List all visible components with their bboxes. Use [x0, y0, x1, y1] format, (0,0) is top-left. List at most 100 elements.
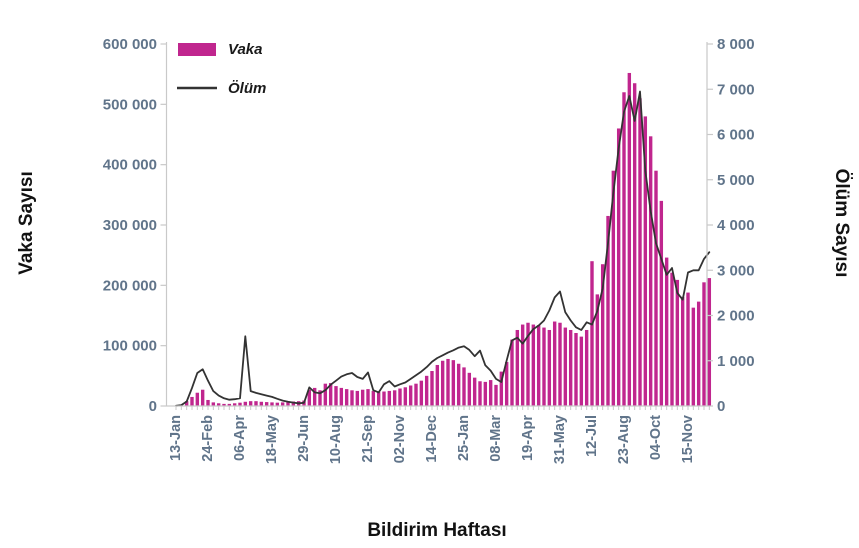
case-bar — [387, 390, 392, 406]
case-bar — [483, 381, 488, 406]
case-bar — [707, 278, 712, 406]
x-tick-label: 02-Nov — [392, 415, 408, 463]
case-bar — [216, 403, 221, 406]
case-bar — [414, 383, 418, 406]
case-bar — [579, 336, 584, 406]
case-bar — [366, 389, 370, 406]
y-left-tick-label: 200 000 — [103, 277, 157, 294]
case-bar — [227, 403, 232, 406]
y-left-tick-label: 100 000 — [103, 338, 157, 355]
case-bar — [552, 321, 557, 406]
case-bar — [403, 387, 408, 406]
case-bar — [312, 387, 317, 406]
case-bar — [248, 401, 253, 406]
y-axis-left-labels: 0 100 000 200 000 300 000 400 000 500 000 600 … — [103, 36, 157, 415]
x-tick-label: 29-Jun — [296, 415, 312, 462]
case-bar — [686, 292, 690, 406]
y-right-tick-label: 8 000 — [717, 36, 755, 53]
case-bar — [616, 128, 621, 406]
case-bar — [291, 401, 296, 406]
case-bar — [328, 383, 333, 406]
x-tick-label: 21-Sep — [360, 415, 376, 463]
case-bar — [232, 403, 237, 406]
y-axis-right-title: Ölüm Sayısı — [831, 169, 852, 278]
case-bar — [456, 363, 461, 406]
case-bar — [600, 264, 605, 406]
legend-line-label: Ölüm — [228, 80, 266, 97]
y-axis-right-labels: 0 1 000 2 000 3 000 4 000 5 000 6 000 7 000 8 00… — [717, 36, 755, 415]
case-bar — [504, 361, 509, 406]
y-right-tick-label: 0 — [717, 398, 725, 415]
case-bar — [515, 329, 520, 406]
case-bar — [462, 367, 466, 406]
x-tick-label: 24-Feb — [200, 415, 216, 462]
case-bar — [638, 98, 642, 407]
deaths-line-group — [175, 90, 711, 407]
case-bar — [451, 360, 456, 406]
case-bar — [536, 325, 541, 406]
case-bar — [542, 327, 546, 406]
x-tick-label: 04-Oct — [648, 415, 664, 460]
x-tick-label: 18-May — [264, 415, 280, 464]
case-bar — [195, 392, 200, 406]
x-tick-label: 14-Dec — [424, 415, 440, 463]
case-bar — [611, 170, 616, 406]
x-tick-label: 08-Mar — [488, 415, 504, 462]
y-axis-left-title: Vaka Sayısı — [16, 171, 37, 275]
case-bar — [376, 392, 381, 406]
y-left-tick-label: 400 000 — [103, 157, 157, 174]
case-bar — [392, 390, 397, 406]
case-bar — [323, 383, 328, 406]
x-tick-label: 23-Aug — [616, 415, 632, 464]
axes-group — [160, 42, 713, 410]
case-bar — [606, 215, 610, 406]
legend-bar-swatch — [178, 43, 216, 56]
case-bar — [654, 170, 658, 406]
x-axis-labels: 13-Jan 24-Feb 06-Apr 18-May 29-Jun 10-Aug 21-S… — [168, 415, 696, 465]
case-bar — [238, 402, 242, 406]
case-bar — [622, 92, 626, 407]
case-bar — [211, 402, 216, 406]
case-bar — [190, 396, 194, 406]
case-bar — [488, 380, 493, 406]
case-bar — [478, 381, 482, 406]
cases-bars-group — [174, 72, 712, 407]
case-bar — [339, 387, 344, 406]
case-bar — [184, 401, 189, 406]
y-right-tick-label: 6 000 — [717, 127, 755, 144]
case-bar — [510, 339, 514, 406]
case-bar — [398, 388, 402, 406]
legend-bar-label: Vaka — [228, 41, 262, 58]
case-bar — [584, 329, 589, 406]
case-bar — [243, 401, 248, 406]
case-bar — [254, 401, 258, 406]
case-bar — [547, 329, 552, 406]
y-right-tick-label: 7 000 — [717, 81, 755, 98]
case-bar — [350, 390, 354, 406]
case-bar — [696, 301, 701, 406]
case-bar — [435, 364, 440, 406]
case-bar — [520, 324, 525, 406]
y-right-tick-label: 3 000 — [717, 262, 755, 279]
case-bar — [286, 401, 290, 406]
case-bar — [568, 329, 573, 406]
case-bar — [318, 390, 322, 406]
case-bar — [648, 136, 653, 406]
case-bar — [382, 391, 386, 406]
y-right-tick-label: 1 000 — [717, 353, 755, 370]
case-bar — [659, 200, 664, 406]
case-bar — [222, 403, 226, 406]
y-left-tick-label: 500 000 — [103, 96, 157, 113]
x-tick-label: 10-Aug — [328, 415, 344, 464]
y-left-tick-label: 300 000 — [103, 217, 157, 234]
y-left-tick-label: 0 — [149, 398, 157, 415]
case-bar — [691, 307, 696, 406]
x-axis-title: Bildirim Haftası — [367, 520, 506, 541]
case-bar — [670, 272, 674, 406]
x-tick-label: 15-Nov — [680, 415, 696, 463]
case-bar — [334, 386, 338, 406]
case-bar — [558, 322, 562, 406]
y-right-tick-label: 4 000 — [717, 217, 755, 234]
case-bar — [275, 402, 280, 406]
case-bar — [664, 257, 669, 406]
